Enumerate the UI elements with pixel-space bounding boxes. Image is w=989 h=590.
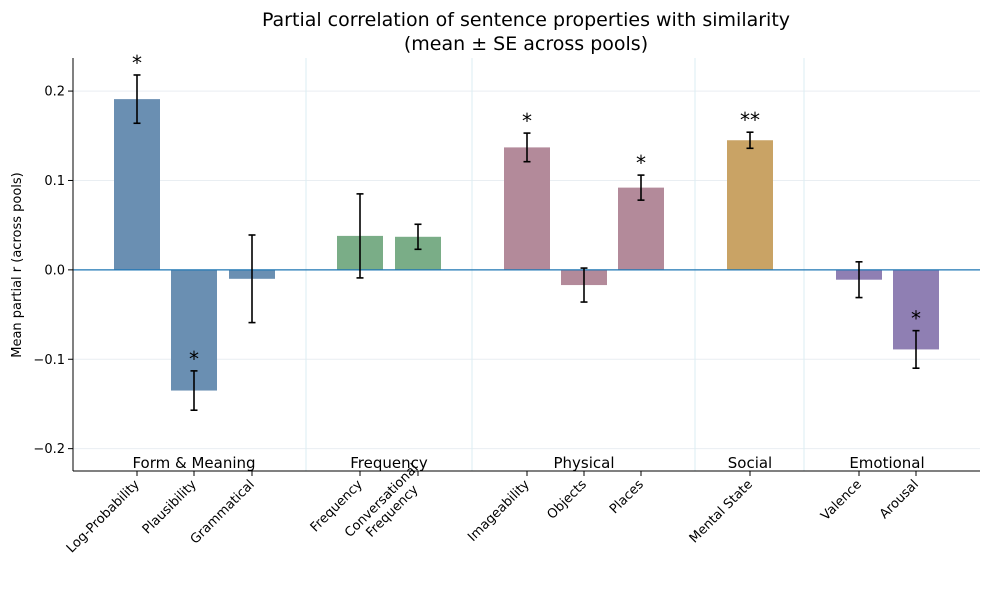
group-label: Social [728, 454, 772, 472]
chart-title: Partial correlation of sentence properti… [262, 9, 790, 31]
significance-marker: * [132, 51, 142, 75]
group-label: Emotional [849, 454, 924, 472]
y-tick-label: −0.1 [33, 353, 65, 368]
x-tick-label: Places [607, 477, 647, 517]
significance-marker: * [189, 347, 199, 371]
x-tick-label: Mental State [687, 477, 756, 546]
bar [618, 187, 664, 270]
x-tick-label: ConversationalFrequency [342, 461, 432, 551]
error-bars [133, 74, 920, 412]
significance-marker: * [911, 307, 921, 331]
group-label: Form & Meaning [132, 454, 255, 472]
y-tick-label: −0.2 [33, 442, 65, 457]
x-tick-label: Plausibility [140, 477, 200, 537]
y-tick-label: 0.2 [44, 85, 65, 100]
bar [114, 99, 160, 270]
x-tick-label: Valence [818, 477, 865, 524]
axes [68, 58, 980, 476]
bar [727, 140, 773, 270]
chart-subtitle: (mean ± SE across pools) [404, 33, 648, 55]
group-label: Physical [553, 454, 614, 472]
labels: −0.2 −0.1 0.0 0.1 0.2 * Log-Probability * Plausi… [33, 51, 924, 556]
x-tick-label: Log-Probability [64, 477, 143, 556]
significance-marker: * [636, 151, 646, 175]
group-separators [305, 58, 805, 471]
x-tick-label: Arousal [877, 477, 922, 522]
significance-marker: * [522, 109, 532, 133]
y-tick-label: 0.0 [44, 263, 65, 278]
x-tick-label: Imageability [465, 477, 533, 545]
bar [504, 147, 550, 270]
y-axis-label: Mean partial r (across pools) [10, 172, 25, 358]
group-label: Frequency [350, 454, 428, 472]
y-tick-label: 0.1 [44, 174, 65, 189]
significance-marker: ** [740, 108, 760, 132]
x-tick-label: Objects [544, 477, 589, 522]
